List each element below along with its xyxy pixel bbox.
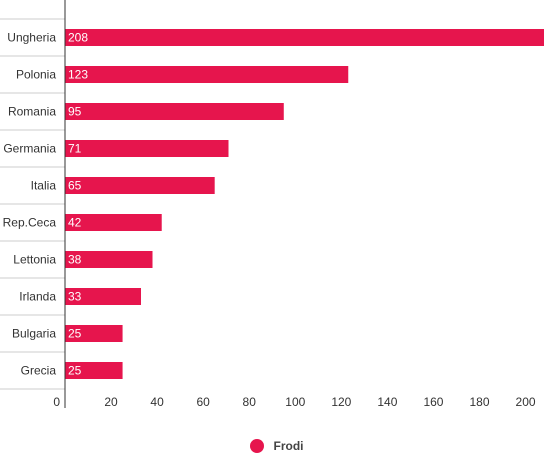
bar bbox=[65, 177, 215, 194]
bar-chart: Ungheria 208 Polonia 123 Romania 95 Germania 71… bbox=[0, 0, 544, 409]
bar bbox=[65, 140, 229, 157]
category-label: Bulgaria bbox=[12, 327, 56, 341]
bar bbox=[65, 214, 162, 231]
category-label: Polonia bbox=[16, 68, 56, 82]
data-label: 71 bbox=[68, 142, 82, 156]
data-label: 25 bbox=[68, 327, 82, 341]
bar bbox=[65, 103, 284, 120]
category-label: Romania bbox=[8, 105, 56, 119]
data-label: 208 bbox=[68, 31, 88, 45]
x-tick-label: 100 bbox=[285, 395, 305, 409]
x-tick-label: 40 bbox=[150, 395, 164, 409]
bar bbox=[65, 66, 349, 83]
category-label: Italia bbox=[31, 179, 57, 193]
x-tick-label: 80 bbox=[243, 395, 257, 409]
bar bbox=[65, 325, 123, 342]
category-label: Ungheria bbox=[7, 31, 56, 45]
bar bbox=[65, 29, 544, 46]
x-tick-label: 140 bbox=[377, 395, 397, 409]
data-label: 33 bbox=[68, 290, 82, 304]
category-label: Germania bbox=[3, 142, 56, 156]
bar bbox=[65, 362, 123, 379]
category-label: Rep.Ceca bbox=[3, 216, 57, 230]
x-tick-label: 160 bbox=[423, 395, 443, 409]
data-label: 38 bbox=[68, 253, 82, 267]
legend-swatch bbox=[249, 439, 264, 453]
x-tick-label: 200 bbox=[516, 395, 536, 409]
data-label: 123 bbox=[68, 68, 88, 82]
category-label: Lettonia bbox=[13, 253, 56, 267]
category-label: Irlanda bbox=[19, 290, 56, 304]
bar bbox=[65, 251, 153, 268]
data-label: 42 bbox=[68, 216, 82, 230]
data-label: 95 bbox=[68, 105, 82, 119]
legend-label: Frodi bbox=[273, 439, 304, 453]
x-tick-label: 180 bbox=[470, 395, 490, 409]
x-tick-label: 120 bbox=[331, 395, 351, 409]
data-label: 65 bbox=[68, 179, 82, 193]
x-tick-label: 0 bbox=[53, 395, 60, 409]
legend: Frodi bbox=[0, 436, 553, 456]
x-tick-label: 60 bbox=[196, 395, 210, 409]
category-label: Grecia bbox=[21, 364, 57, 378]
bar bbox=[65, 288, 141, 305]
x-tick-label: 20 bbox=[104, 395, 118, 409]
data-label: 25 bbox=[68, 364, 82, 378]
